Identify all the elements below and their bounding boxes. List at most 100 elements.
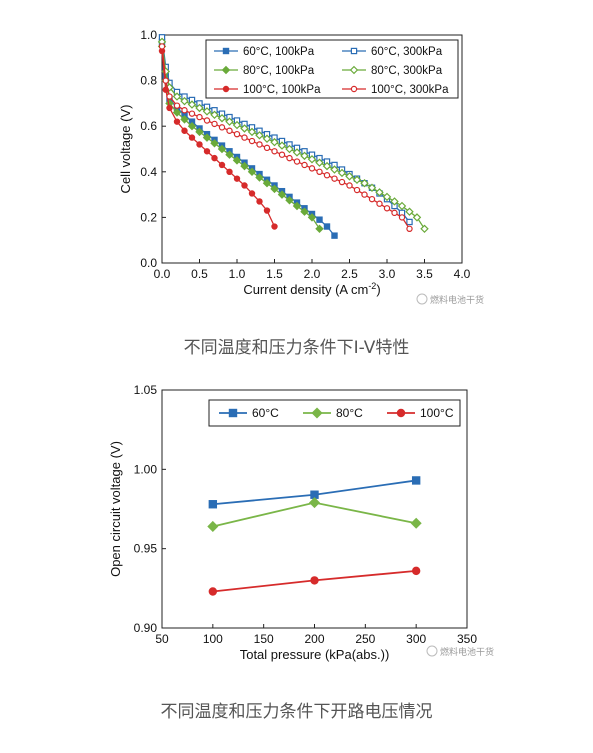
legend-label: 60°C, 300kPa: [371, 46, 443, 58]
ocv-chart-caption: 不同温度和压力条件下开路电压情况: [160, 702, 433, 722]
legend-box: [208, 399, 461, 427]
data-point: [263, 207, 271, 214]
data-point: [225, 117, 234, 126]
data-point: [262, 178, 272, 188]
legend-marker: [396, 408, 406, 418]
data-point: [166, 93, 173, 100]
data-point: [255, 131, 264, 140]
iv-x-axis-label-close: ): [376, 282, 380, 297]
data-point: [285, 144, 294, 154]
legend-marker: [349, 65, 359, 75]
data-point: [202, 107, 212, 116]
data-point: [322, 161, 332, 171]
legend-marker: [228, 408, 238, 418]
data-point: [187, 121, 197, 131]
data-point: [187, 100, 197, 109]
x-tick-label: 0.0: [154, 267, 171, 281]
legend-label: 100°C, 300kPa: [371, 84, 449, 96]
data-point: [338, 178, 346, 186]
data-point: [218, 124, 226, 131]
ocv-chart-series: [207, 476, 422, 596]
legend-item: 60°C, 100kPa: [214, 46, 315, 58]
data-point: [270, 137, 279, 147]
iv-chart-axes: 0.0 0.5 1.0 1.5 2.0 2.5 3.0 3.5 4.0 0.0 0.2 0.4 0.6 0…: [140, 28, 470, 281]
data-point: [391, 209, 398, 217]
data-point: [331, 175, 338, 182]
data-point: [271, 148, 278, 155]
series-1: [207, 497, 422, 532]
data-point: [173, 118, 181, 125]
data-point: [247, 167, 257, 177]
data-point: [277, 190, 287, 199]
data-point: [208, 587, 218, 596]
data-point: [240, 124, 249, 133]
legend-label: 80°C, 100kPa: [243, 65, 315, 77]
y-tick-label: 0.95: [134, 542, 158, 556]
iv-chart-series: [157, 34, 429, 239]
legend-item: 60°C, 300kPa: [342, 46, 443, 58]
data-point: [292, 148, 302, 157]
legend-item: 100°C, 100kPa: [214, 84, 321, 96]
data-point: [232, 156, 242, 165]
data-point: [300, 151, 309, 161]
data-point: [323, 172, 331, 179]
iv-chart-caption: 不同温度和压力条件下I-V特性: [183, 338, 410, 358]
x-tick-label: 3.0: [379, 267, 396, 281]
watermark-text: 燃料电池干货: [430, 294, 484, 306]
iv-x-axis-label: Current density (A cm-2): [243, 281, 380, 297]
ocv-x-axis-label: Total pressure (kPa(abs.)): [240, 647, 390, 662]
iv-x-axis-label-main: Current density (A cm: [243, 282, 368, 297]
data-point: [398, 214, 406, 221]
data-point: [207, 520, 219, 532]
legend-marker: [350, 47, 358, 55]
legend-label: 80°C, 300kPa: [371, 65, 443, 77]
data-point: [405, 207, 414, 216]
legend-label: 100°C, 100kPa: [243, 84, 321, 96]
data-point: [412, 213, 422, 222]
data-point: [162, 77, 169, 84]
data-point: [247, 127, 257, 137]
iv-chart: 0.0 0.5 1.0 1.5 2.0 2.5 3.0 3.5 4.0 0.0 0.2 0.4 0.6 0…: [0, 10, 593, 310]
x-tick-label: 3.5: [416, 267, 433, 281]
data-point: [286, 154, 293, 162]
data-point: [173, 102, 181, 109]
legend-item: 80°C, 100kPa: [214, 65, 315, 77]
y-tick-label: 1.05: [134, 383, 158, 397]
data-point: [292, 201, 302, 211]
data-point: [278, 151, 286, 158]
data-point: [406, 225, 413, 232]
data-point: [352, 175, 362, 185]
data-point: [331, 232, 338, 239]
data-point: [323, 223, 331, 230]
x-tick-label: 300: [406, 632, 426, 646]
data-point: [315, 224, 324, 234]
legend-marker: [350, 85, 358, 93]
iv-chart-svg: 0.0 0.5 1.0 1.5 2.0 2.5 3.0 3.5 4.0 0.0 0.2 0.4 0.6 0…: [118, 28, 484, 306]
data-point: [233, 130, 241, 138]
iv-x-axis-label-sup: -2: [368, 281, 376, 291]
series-4: [158, 47, 278, 230]
data-point: [300, 207, 309, 216]
data-point: [255, 173, 264, 182]
x-tick-label: 1.0: [229, 267, 246, 281]
data-point: [310, 576, 319, 585]
x-tick-label: 2.5: [341, 267, 358, 281]
data-point: [248, 190, 256, 197]
data-point: [166, 104, 173, 112]
data-point: [188, 110, 196, 117]
data-point: [271, 223, 278, 230]
data-point: [195, 127, 204, 137]
data-point: [262, 134, 272, 143]
data-point: [410, 517, 422, 529]
data-point: [270, 184, 279, 194]
ocv-chart-svg: 50 100 150 200 250 300 350 0.90 0.95 1.00 1.05 60°…: [108, 383, 494, 662]
data-point: [406, 218, 413, 226]
data-point: [226, 168, 233, 175]
data-point: [353, 186, 361, 194]
iv-chart-legend: 60°C, 100kPa 60°C, 300kPa 80°C, 100kPa 80°C…: [205, 39, 459, 99]
legend-marker: [311, 407, 323, 419]
data-point: [368, 195, 376, 203]
data-point: [397, 201, 407, 211]
legend-marker: [221, 65, 231, 75]
data-point: [375, 188, 384, 197]
